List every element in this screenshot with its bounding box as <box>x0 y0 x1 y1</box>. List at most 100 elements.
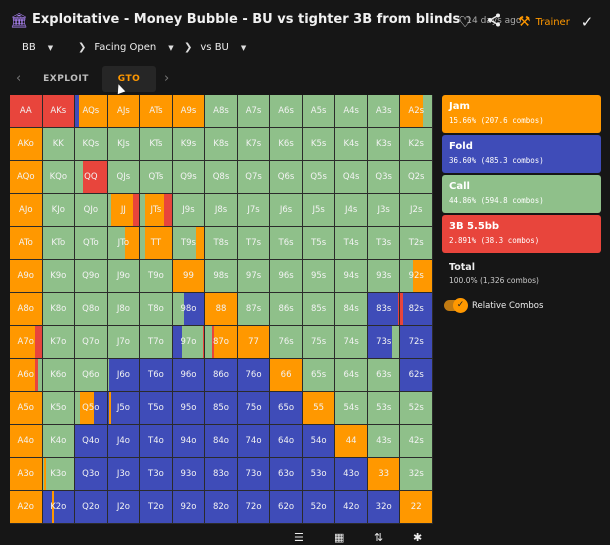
hand-cell[interactable]: 98o <box>172 293 206 326</box>
chevron-right-icon[interactable]: › <box>164 71 170 86</box>
hand-cell[interactable]: T6o <box>140 359 173 392</box>
hand-cell[interactable]: Q3o <box>75 458 108 491</box>
hand-cell[interactable]: Q5s <box>302 161 336 194</box>
hand-cell[interactable]: T7o <box>140 326 173 359</box>
toggle-switch[interactable]: ✓ <box>444 298 468 313</box>
hand-cell[interactable]: A3o <box>10 458 43 491</box>
hand-cell[interactable]: T8s <box>205 227 238 260</box>
hand-cell[interactable]: 76s <box>270 326 303 359</box>
share-nodes-icon[interactable]: ✱ <box>413 531 423 544</box>
hand-cell[interactable]: 52s <box>400 392 433 425</box>
hand-cell[interactable]: Q2o <box>75 491 108 524</box>
hand-cell[interactable]: K9s <box>172 128 206 161</box>
hand-cell[interactable]: 94o <box>172 425 206 458</box>
hand-cell[interactable]: Q5o <box>75 392 108 425</box>
hand-cell[interactable]: AKs <box>42 95 76 128</box>
hand-cell[interactable]: 95o <box>172 392 206 425</box>
hand-cell[interactable]: 64s <box>335 359 368 392</box>
hand-cell[interactable]: 63o <box>270 458 303 491</box>
share-icon[interactable] <box>485 13 503 31</box>
hand-cell[interactable]: 76o <box>237 359 271 392</box>
hand-cell[interactable]: Q4s <box>335 161 368 194</box>
hand-cell[interactable]: A6s <box>270 95 303 128</box>
hand-cell[interactable]: 72o <box>237 491 271 524</box>
list-icon[interactable]: ☰ <box>294 531 304 544</box>
hand-cell[interactable]: 98s <box>205 260 238 293</box>
hand-cell[interactable]: JTs <box>140 194 173 227</box>
hand-cell[interactable]: QTo <box>75 227 108 260</box>
hand-cell[interactable]: ATs <box>140 95 173 128</box>
hand-cell[interactable]: 65s <box>302 359 336 392</box>
hand-cell[interactable]: T9o <box>140 260 173 293</box>
hand-cell[interactable]: 73s <box>367 326 401 359</box>
hand-cell[interactable]: A7o <box>10 326 43 359</box>
hand-cell[interactable]: J4s <box>335 194 368 227</box>
hand-cell[interactable]: 83s <box>367 293 401 326</box>
hand-cell[interactable]: K9o <box>42 260 76 293</box>
hand-cell[interactable]: J2s <box>400 194 433 227</box>
hand-cell[interactable]: AKo <box>10 128 43 161</box>
tab-exploit[interactable]: EXPLOIT <box>43 74 89 84</box>
hand-cell[interactable]: 73o <box>237 458 271 491</box>
trainer-button[interactable]: ⚒︎ Trainer <box>518 14 570 30</box>
hand-cell[interactable]: KJo <box>42 194 76 227</box>
hand-cell[interactable]: QJs <box>107 161 141 194</box>
hand-cell[interactable]: J5o <box>107 392 141 425</box>
hand-cell[interactable]: KQo <box>42 161 76 194</box>
hand-cell[interactable]: J6o <box>107 359 141 392</box>
hand-cell[interactable]: TT <box>140 227 173 260</box>
hand-cell[interactable]: T2o <box>140 491 173 524</box>
hand-cell[interactable]: K2o <box>42 491 76 524</box>
hand-cell[interactable]: 94s <box>335 260 368 293</box>
hand-cell[interactable]: KJs <box>107 128 141 161</box>
hand-cell[interactable]: 54o <box>302 425 336 458</box>
hand-cell[interactable]: 55 <box>302 392 336 425</box>
hand-cell[interactable]: 74o <box>237 425 271 458</box>
hand-cell[interactable]: 95s <box>302 260 336 293</box>
chevron-left-icon[interactable]: ‹ <box>16 71 22 86</box>
hand-cell[interactable]: Q6o <box>75 359 108 392</box>
hand-cell[interactable]: AJs <box>107 95 141 128</box>
hand-cell[interactable]: 62o <box>270 491 303 524</box>
hand-cell[interactable]: 97s <box>237 260 271 293</box>
hand-cell[interactable]: A3s <box>367 95 401 128</box>
hand-cell[interactable]: 75s <box>302 326 336 359</box>
hand-cell[interactable]: A8o <box>10 293 43 326</box>
hand-cell[interactable]: J5s <box>302 194 336 227</box>
hand-cell[interactable]: KTo <box>42 227 76 260</box>
hand-cell[interactable]: 97o <box>172 326 206 359</box>
hand-cell[interactable]: J7o <box>107 326 141 359</box>
hand-cell[interactable]: A5o <box>10 392 43 425</box>
hand-cell[interactable]: Q7o <box>75 326 108 359</box>
action-3bet[interactable]: 3B 5.5bb 2.891% (38.3 combos) <box>442 215 601 253</box>
hand-cell[interactable]: K7s <box>237 128 271 161</box>
hand-cell[interactable]: J3s <box>367 194 401 227</box>
hand-cell[interactable]: AA <box>10 95 43 128</box>
hand-cell[interactable]: J9s <box>172 194 206 227</box>
hand-cell[interactable]: JTo <box>107 227 141 260</box>
hand-cell[interactable]: 86s <box>270 293 303 326</box>
hand-cell[interactable]: QJo <box>75 194 108 227</box>
hand-cell[interactable]: Q9s <box>172 161 206 194</box>
check-icon[interactable]: ✓ <box>580 13 594 31</box>
hand-cell[interactable]: QTs <box>140 161 173 194</box>
hand-cell[interactable]: KK <box>42 128 76 161</box>
hand-cell[interactable]: 92o <box>172 491 206 524</box>
hand-cell[interactable]: K6o <box>42 359 76 392</box>
hand-cell[interactable]: Q4o <box>75 425 108 458</box>
tab-gto[interactable]: GTO <box>102 66 156 92</box>
hand-cell[interactable]: AQs <box>75 95 108 128</box>
hand-cell[interactable]: 96s <box>270 260 303 293</box>
hand-cell[interactable]: Q7s <box>237 161 271 194</box>
hand-cell[interactable]: 85o <box>205 392 238 425</box>
hand-cell[interactable]: 93o <box>172 458 206 491</box>
hand-cell[interactable]: K3o <box>42 458 76 491</box>
hand-cell[interactable]: J8s <box>205 194 238 227</box>
hand-cell[interactable]: 74s <box>335 326 368 359</box>
hand-cell[interactable]: T7s <box>237 227 271 260</box>
hand-cell[interactable]: Q2s <box>400 161 433 194</box>
hand-cell[interactable]: 75o <box>237 392 271 425</box>
hand-cell[interactable]: A8s <box>205 95 238 128</box>
hand-cell[interactable]: 77 <box>237 326 271 359</box>
hand-cell[interactable]: 52o <box>302 491 336 524</box>
